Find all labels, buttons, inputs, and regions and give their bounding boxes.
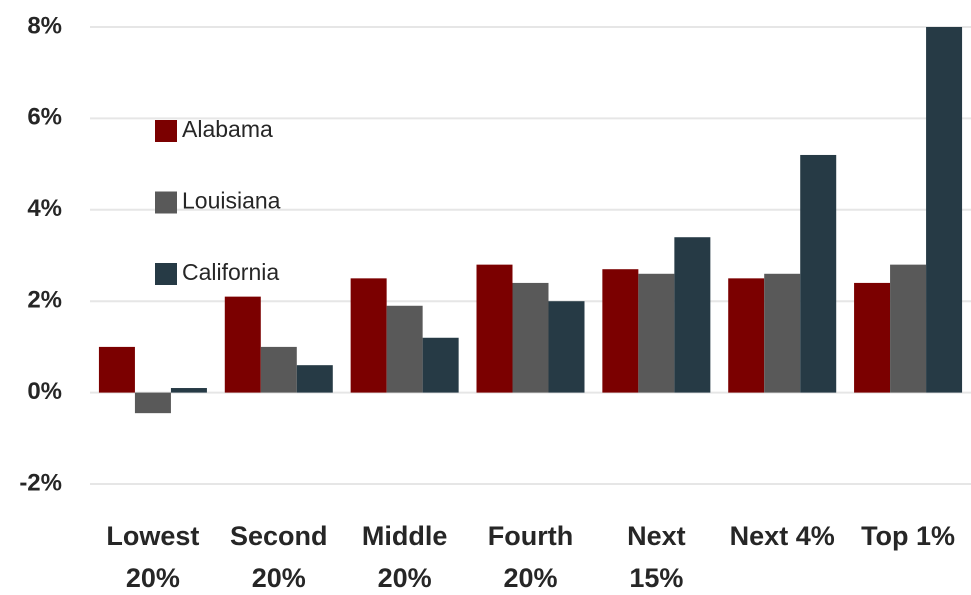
- legend-swatch: [155, 120, 177, 142]
- bar: [98, 346, 135, 393]
- bar: [224, 296, 261, 393]
- bar: [764, 273, 801, 393]
- bar: [548, 301, 585, 393]
- bar: [296, 365, 333, 393]
- y-tick-label: 8%: [27, 12, 62, 39]
- bar: [674, 237, 711, 393]
- bar: [422, 337, 459, 393]
- legend-label: Alabama: [182, 116, 273, 142]
- bar: [512, 282, 549, 393]
- x-tick-label: Next 4%: [729, 521, 835, 551]
- x-tick-label: Top 1%: [861, 521, 956, 551]
- bar: [602, 269, 639, 393]
- x-tick-label: Middle 20%: [361, 521, 448, 593]
- bar: [854, 282, 891, 393]
- legend-swatch: [155, 191, 177, 214]
- bar: [386, 305, 423, 393]
- bar: [638, 273, 675, 393]
- bar: [476, 264, 513, 393]
- y-tick-label: 2%: [27, 287, 62, 314]
- legend-label: California: [182, 259, 279, 285]
- y-tick-label: 6%: [27, 104, 62, 131]
- y-tick-label: 0%: [27, 378, 62, 405]
- bar: [260, 346, 297, 393]
- legend-swatch: [155, 263, 177, 285]
- legend-label: Louisiana: [182, 188, 281, 214]
- bar: [728, 278, 765, 393]
- bar: [170, 388, 207, 393]
- y-tick-label: 4%: [27, 195, 62, 222]
- x-tick-label: Next 15%: [627, 521, 686, 593]
- bar: [134, 392, 171, 414]
- bar: [800, 154, 837, 393]
- bar: [926, 27, 963, 393]
- bar: [350, 278, 387, 393]
- x-tick-label: Second 20%: [230, 521, 328, 593]
- x-tick-label: Lowest 20%: [106, 521, 200, 593]
- bar: [890, 264, 927, 393]
- x-tick-label: Fourth 20%: [487, 521, 574, 593]
- y-tick-label: -2%: [19, 469, 62, 496]
